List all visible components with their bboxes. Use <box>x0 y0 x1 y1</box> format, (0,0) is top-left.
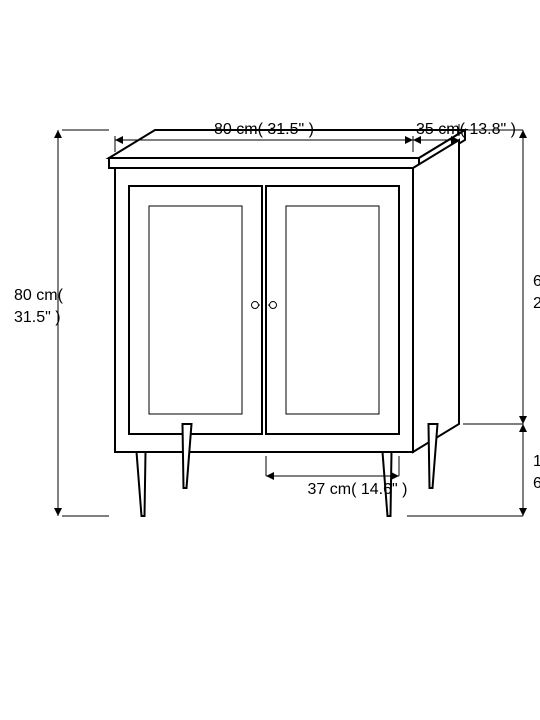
svg-text:80 cm(: 80 cm( <box>14 287 64 304</box>
svg-text:31.5" ): 31.5" ) <box>14 309 61 326</box>
svg-text:60 cm(: 60 cm( <box>533 273 540 290</box>
svg-text:16.5 cm(: 16.5 cm( <box>533 453 540 470</box>
svg-text:6.5" ): 6.5" ) <box>533 475 540 492</box>
svg-text:80 cm( 31.5" ): 80 cm( 31.5" ) <box>214 121 314 138</box>
svg-text:37 cm( 14.6" ): 37 cm( 14.6" ) <box>308 481 408 498</box>
svg-text:23.6" ): 23.6" ) <box>533 295 540 312</box>
